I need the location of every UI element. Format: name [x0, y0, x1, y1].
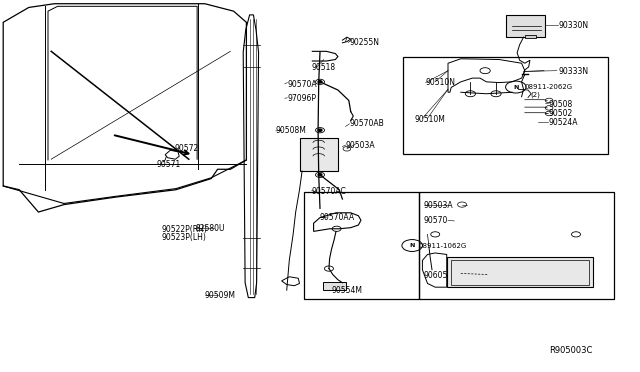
- Text: 90333N: 90333N: [558, 67, 588, 76]
- Bar: [323, 282, 346, 290]
- Circle shape: [318, 81, 322, 83]
- Text: 90523P(LH): 90523P(LH): [161, 233, 206, 242]
- Text: 90330N: 90330N: [558, 21, 588, 30]
- Bar: [403, 57, 608, 154]
- Text: 90570: 90570: [424, 217, 448, 225]
- Text: 90255N: 90255N: [349, 38, 380, 47]
- Bar: [451, 260, 589, 285]
- Text: 90572: 90572: [174, 144, 198, 153]
- Text: (2): (2): [530, 91, 540, 98]
- Text: N: N: [410, 243, 415, 248]
- Circle shape: [318, 174, 322, 176]
- Text: 90503A: 90503A: [346, 141, 375, 150]
- Text: 90510N: 90510N: [426, 78, 456, 87]
- Bar: [419, 192, 614, 299]
- Text: 90570A: 90570A: [287, 80, 317, 89]
- Text: 90570AA: 90570AA: [320, 213, 355, 222]
- Text: 90508M: 90508M: [276, 126, 307, 135]
- Text: 90571: 90571: [156, 160, 180, 169]
- Bar: [304, 192, 419, 299]
- Bar: [447, 257, 593, 287]
- Text: R905003C: R905003C: [549, 346, 593, 355]
- Text: 90570AC: 90570AC: [312, 187, 346, 196]
- Text: 90508: 90508: [548, 100, 573, 109]
- Text: 90554M: 90554M: [332, 286, 362, 295]
- Text: 90522P(RH): 90522P(RH): [161, 225, 207, 234]
- Text: 90518: 90518: [312, 63, 336, 72]
- Text: 97096P: 97096P: [287, 94, 316, 103]
- Text: N: N: [513, 84, 518, 90]
- Text: 90570AB: 90570AB: [349, 119, 384, 128]
- Text: 90502: 90502: [548, 109, 573, 118]
- Text: 82580U: 82580U: [195, 224, 225, 233]
- Bar: [525, 35, 536, 38]
- Bar: [506, 15, 545, 37]
- Text: 90510M: 90510M: [415, 115, 445, 124]
- Text: 90524A: 90524A: [548, 118, 578, 127]
- Text: 90605: 90605: [424, 271, 448, 280]
- Text: 08911-2062G: 08911-2062G: [525, 84, 573, 90]
- Bar: [300, 138, 338, 171]
- Text: 08911-1062G: 08911-1062G: [419, 243, 467, 248]
- Text: 90503A: 90503A: [424, 201, 453, 210]
- Text: 90509M: 90509M: [205, 291, 236, 300]
- Circle shape: [318, 129, 322, 131]
